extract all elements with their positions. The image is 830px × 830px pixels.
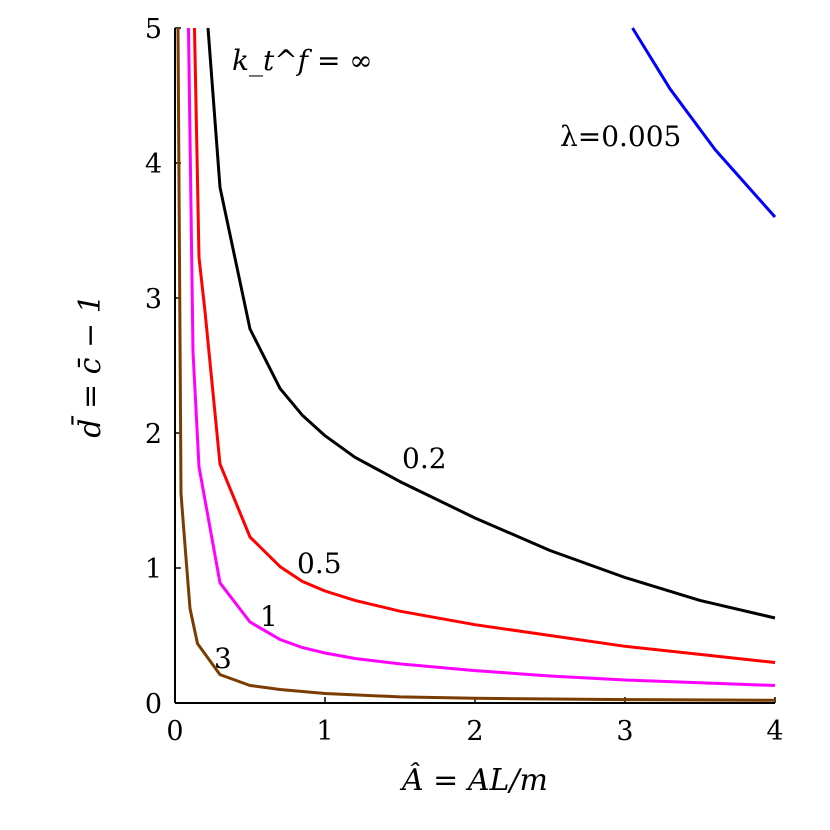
curve-label-lambda: λ=0.005: [560, 120, 681, 153]
x-tick-label: 1: [316, 716, 333, 747]
y-tick-label: 1: [145, 554, 162, 585]
x-tick-labels: 0 1 2 3 4: [166, 716, 783, 747]
y-tick-label: 3: [145, 284, 162, 315]
series-line-3: [176, 27, 776, 702]
x-tick-label: 0: [166, 716, 183, 747]
y-axis-label: d̄ = c̄ − 1: [70, 294, 108, 438]
y-tick-label: 2: [145, 419, 162, 450]
curve-label-0.2: 0.2: [402, 442, 447, 475]
series-line-0.2: [206, 27, 776, 620]
x-tick-label: 2: [466, 716, 483, 747]
series-line-0.5: [193, 27, 776, 664]
y-tick-label: 0: [145, 689, 162, 720]
x-tick-label: 4: [766, 716, 783, 747]
curve-label-3: 3: [214, 642, 232, 675]
series-line-λ=0.005: [631, 27, 777, 218]
series-group: [176, 27, 777, 702]
annotation-ktf: k_t^f = ∞: [232, 44, 373, 77]
curve-label-0.5: 0.5: [297, 547, 342, 580]
curve-label-1: 1: [260, 600, 278, 633]
y-tick-label: 4: [145, 149, 162, 180]
y-tick-label: 5: [145, 14, 162, 45]
x-axis-label: Â = AL/m: [399, 762, 548, 798]
y-tick-labels: 0 1 2 3 4 5: [145, 14, 162, 720]
x-tick-label: 3: [616, 716, 633, 747]
series-line-1: [187, 27, 776, 687]
